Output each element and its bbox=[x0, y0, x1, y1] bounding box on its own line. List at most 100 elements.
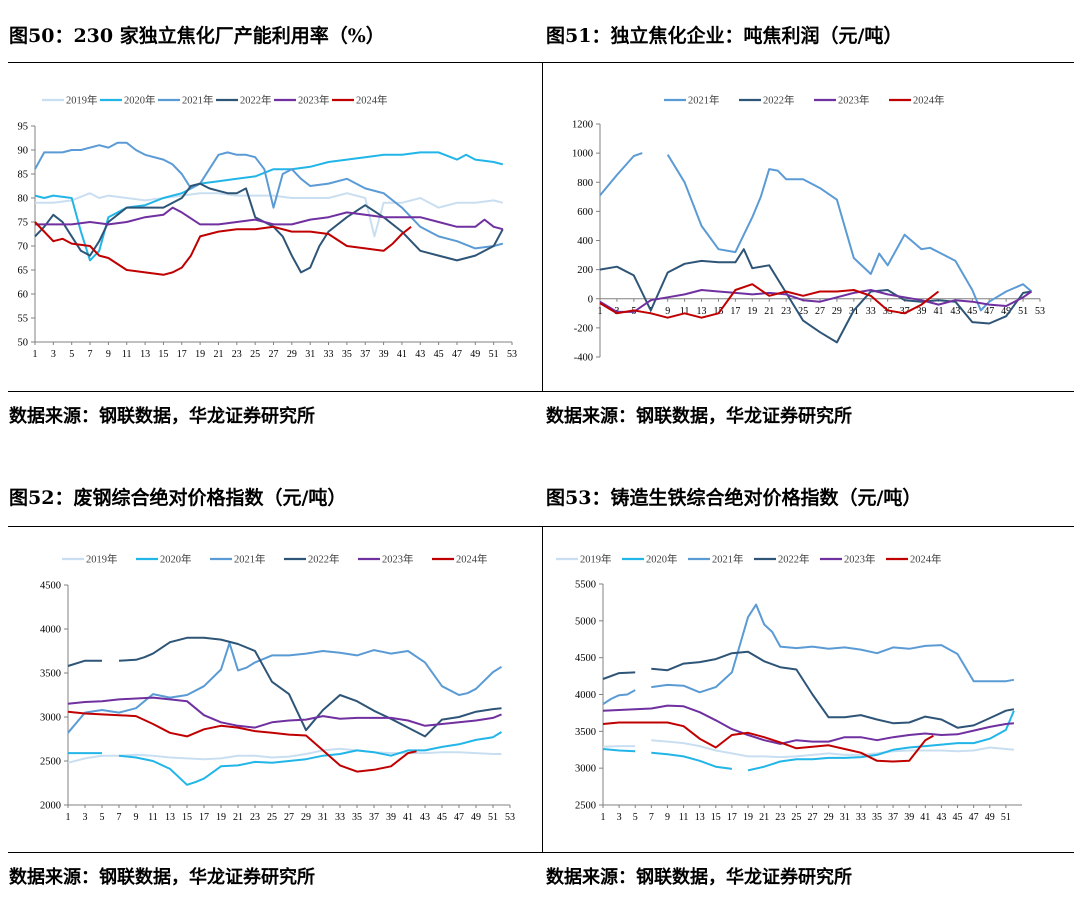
y-tick-label: 4500 bbox=[40, 581, 61, 592]
x-tick-label: 45 bbox=[967, 306, 977, 317]
legend-label: 2019年 bbox=[66, 94, 98, 107]
x-tick-label: 45 bbox=[434, 349, 444, 360]
y-tick-label: 80 bbox=[18, 194, 29, 205]
x-tick-label: 33 bbox=[856, 812, 866, 823]
x-tick-label: 41 bbox=[397, 349, 407, 360]
x-tick-label: 47 bbox=[969, 812, 979, 823]
x-tick-label: 9 bbox=[106, 349, 111, 360]
frame-bottom-rule-lower bbox=[8, 852, 1074, 853]
y-tick-label: 5500 bbox=[575, 580, 596, 591]
x-tick-label: 13 bbox=[165, 812, 175, 823]
legend-item-3-1: 2020年 bbox=[622, 553, 678, 566]
x-tick-label: 17 bbox=[730, 306, 740, 317]
series-line-2020年-0 bbox=[34, 151, 504, 262]
y-tick-label: 1000 bbox=[572, 149, 593, 160]
x-tick-label: 13 bbox=[697, 306, 707, 317]
series-line-2019年-0 bbox=[35, 192, 504, 238]
x-tick-label: 29 bbox=[824, 812, 834, 823]
x-tick-label: 43 bbox=[415, 349, 425, 360]
x-tick-label: 39 bbox=[904, 812, 914, 823]
series-line-2023年-0 bbox=[599, 289, 1033, 313]
x-tick-label: 37 bbox=[360, 349, 370, 360]
x-tick-label: 5 bbox=[633, 812, 638, 823]
series-line-2022年-0 bbox=[67, 659, 102, 667]
legend-item-3-0: 2019年 bbox=[556, 553, 612, 566]
x-tick-label: 11 bbox=[148, 812, 158, 823]
chart-coking-capacity-utilization: 2019年 2020年 2021年 2022年 2023年 2024年 50 55 60 65 70… bbox=[18, 94, 518, 361]
legend-label: 2019年 bbox=[580, 553, 612, 566]
y-tick-label: 70 bbox=[18, 242, 29, 253]
y-tick-label: 90 bbox=[18, 146, 29, 157]
x-tick-label: 37 bbox=[900, 306, 910, 317]
series-line-2022年-1 bbox=[118, 636, 502, 738]
x-tick-label: 3 bbox=[51, 349, 56, 360]
series-line-2023年-0 bbox=[35, 206, 504, 231]
legend-item-0-5: 2024年 bbox=[332, 94, 388, 107]
source-note-50: 数据来源：钢联数据，华龙证券研究所 bbox=[9, 406, 315, 427]
x-tick-label: 43 bbox=[936, 812, 946, 823]
series-line-2024年-0 bbox=[599, 283, 940, 319]
x-tick-label: 45 bbox=[437, 812, 447, 823]
x-tick-label: 31 bbox=[318, 812, 328, 823]
x-tick-label: 27 bbox=[284, 812, 294, 823]
y-tick-label: -400 bbox=[574, 353, 593, 364]
legend-item-3-5: 2024年 bbox=[886, 553, 942, 566]
legend-label: 2022年 bbox=[308, 553, 340, 566]
y-tick-label: 75 bbox=[18, 218, 29, 229]
x-tick-label: 27 bbox=[808, 812, 818, 823]
frame-top-rule-lower bbox=[8, 526, 1074, 527]
y-tick-label: 55 bbox=[18, 314, 29, 325]
x-tick-label: 23 bbox=[232, 349, 242, 360]
x-tick-label: 41 bbox=[933, 306, 943, 317]
legend-item-1-3: 2024年 bbox=[889, 94, 945, 107]
legend-item-1-1: 2022年 bbox=[739, 94, 795, 107]
x-tick-label: 29 bbox=[832, 306, 842, 317]
frame-divider-lower bbox=[542, 526, 543, 853]
x-tick-label: 27 bbox=[269, 349, 279, 360]
legend-label: 2023年 bbox=[838, 94, 870, 107]
x-tick-label: 7 bbox=[117, 812, 122, 823]
legend-item-1-2: 2023年 bbox=[814, 94, 870, 107]
series-line-2019年-0 bbox=[67, 747, 502, 764]
x-tick-label: 21 bbox=[233, 812, 243, 823]
x-tick-label: 1 bbox=[33, 349, 38, 360]
y-tick-label: 2500 bbox=[40, 757, 61, 768]
source-note-53: 数据来源：钢联数据，华龙证券研究所 bbox=[546, 867, 852, 888]
x-tick-label: 33 bbox=[335, 812, 345, 823]
legend-label: 2019年 bbox=[86, 553, 118, 566]
x-tick-label: 5 bbox=[100, 812, 105, 823]
x-tick-label: 39 bbox=[379, 349, 389, 360]
x-tick-label: 51 bbox=[488, 812, 498, 823]
legend-label: 2024年 bbox=[356, 94, 388, 107]
x-tick-label: 15 bbox=[713, 306, 723, 317]
x-tick-label: 31 bbox=[305, 349, 315, 360]
series-line-2023年-0 bbox=[602, 704, 1014, 745]
x-tick-label: 11 bbox=[122, 349, 132, 360]
x-tick-label: 15 bbox=[711, 812, 721, 823]
legend-item-1-0: 2021年 bbox=[664, 94, 720, 107]
series-line-2022年-1 bbox=[651, 650, 1015, 729]
x-tick-label: 53 bbox=[1035, 306, 1045, 317]
x-tick-label: 23 bbox=[775, 812, 785, 823]
x-tick-label: 17 bbox=[727, 812, 737, 823]
x-tick-label: 43 bbox=[950, 306, 960, 317]
legend-item-2-0: 2019年 bbox=[62, 553, 118, 566]
x-tick-label: 35 bbox=[872, 812, 882, 823]
chart-scrap-steel-price-index: 2019年 2020年 2021年 2022年 2023年 2024年 2000 2500 30… bbox=[40, 553, 515, 824]
legend-item-0-1: 2020年 bbox=[100, 94, 156, 107]
x-tick-label: 1 bbox=[601, 812, 606, 823]
legend-item-2-3: 2022年 bbox=[284, 553, 340, 566]
series-line-2019年-1 bbox=[651, 739, 1014, 759]
x-tick-label: 31 bbox=[840, 812, 850, 823]
series-line-2024年-0 bbox=[34, 221, 412, 276]
x-tick-label: 17 bbox=[177, 349, 187, 360]
y-tick-label: 65 bbox=[18, 266, 29, 277]
x-tick-label: 51 bbox=[1018, 306, 1028, 317]
chart-foundry-pig-iron-price-index: 2019年 2020年 2021年 2022年 2023年 2024年2500300035… bbox=[556, 553, 1022, 823]
x-tick-label: 19 bbox=[743, 812, 753, 823]
y-tick-label: 85 bbox=[18, 170, 29, 181]
series-line-2023年-0 bbox=[67, 696, 502, 729]
x-tick-label: 3 bbox=[83, 812, 88, 823]
panel-title-52: 图52：废钢综合绝对价格指数（元/吨） bbox=[9, 487, 347, 509]
x-tick-label: 35 bbox=[352, 812, 362, 823]
